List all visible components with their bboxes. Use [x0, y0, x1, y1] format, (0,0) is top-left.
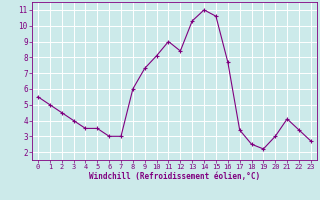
X-axis label: Windchill (Refroidissement éolien,°C): Windchill (Refroidissement éolien,°C) — [89, 172, 260, 181]
